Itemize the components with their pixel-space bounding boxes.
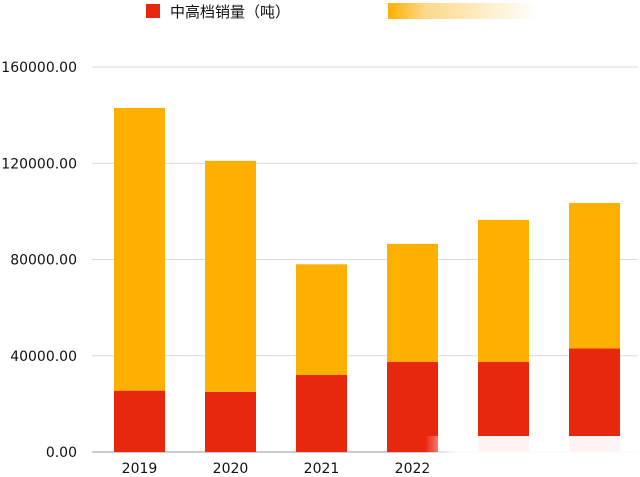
bar-series-2 — [114, 107, 165, 391]
bar-series-2 — [478, 219, 529, 362]
x-tick-label: 2022 — [395, 461, 431, 477]
x-axis-ticks: 2019 2020 2021 2022 — [122, 461, 431, 477]
x-tick-label: 2021 — [304, 461, 340, 477]
gridlines — [92, 66, 638, 453]
bar-series-2 — [569, 202, 620, 349]
y-tick-label: 160000.00 — [1, 60, 77, 76]
bar-series-1 — [114, 390, 165, 452]
x-tick-label: 2019 — [122, 461, 158, 477]
legend-label-series-1: 中高档销量（吨） — [170, 3, 290, 21]
legend-swatch-series-1 — [146, 4, 160, 18]
watermark-overlay — [425, 436, 640, 477]
bars — [114, 107, 620, 452]
bar-series-1 — [569, 348, 620, 452]
y-tick-label: 120000.00 — [1, 156, 77, 172]
bar-series-1 — [296, 375, 347, 452]
y-tick-label: 40000.00 — [10, 349, 77, 365]
legend: 中高档销量（吨） — [146, 3, 538, 21]
legend-swatch-series-2 — [388, 3, 538, 19]
x-tick-label: 2020 — [213, 461, 249, 477]
bar-series-2 — [205, 160, 256, 392]
y-tick-label: 80000.00 — [10, 253, 77, 269]
bar-series-2 — [387, 243, 438, 362]
bar-series-2 — [296, 264, 347, 375]
bar-series-1 — [205, 391, 256, 452]
y-axis-ticks: 0.00 40000.00 80000.00 120000.00 160000.00 — [1, 60, 77, 461]
y-tick-label: 0.00 — [46, 445, 77, 461]
